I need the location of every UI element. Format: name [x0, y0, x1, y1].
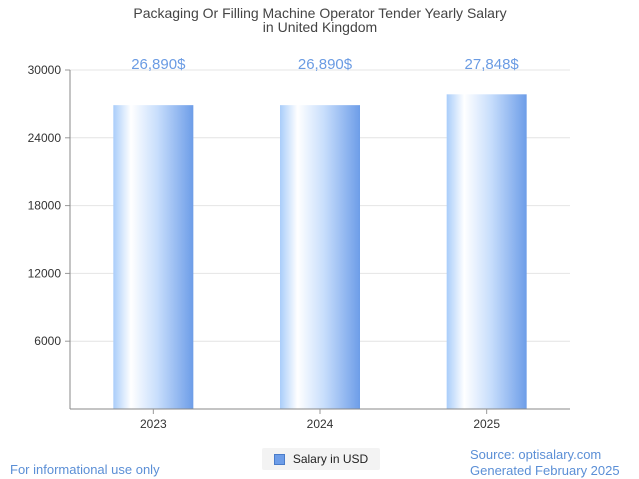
- data-label: 26,890$: [131, 56, 186, 73]
- legend-swatch: [273, 453, 285, 465]
- y-tick-label: 12000: [28, 266, 62, 280]
- y-tick-label: 30000: [28, 63, 62, 77]
- x-tick-label: 2023: [140, 417, 167, 431]
- generated-text: Generated February 2025: [470, 463, 620, 478]
- data-label: 27,848$: [465, 56, 520, 73]
- data-label: 26,890$: [298, 56, 353, 73]
- chart-title-line1: Packaging Or Filling Machine Operator Te…: [133, 5, 506, 21]
- disclaimer-text: For informational use only: [10, 462, 160, 477]
- source-block: Source: optisalary.com Generated Februar…: [470, 447, 620, 479]
- y-tick-label: 24000: [28, 131, 62, 145]
- legend-label: Salary in USD: [292, 452, 369, 466]
- y-tick-label: 18000: [28, 199, 62, 213]
- bar-2023: [113, 105, 194, 409]
- chart-title-line2: in United Kingdom: [263, 19, 377, 35]
- x-tick-label: 2025: [473, 417, 500, 431]
- source-text: Source: optisalary.com: [470, 447, 602, 462]
- y-tick-label: 6000: [34, 334, 61, 348]
- x-tick-label: 2024: [307, 417, 334, 431]
- bar-2025: [446, 94, 527, 409]
- bar-2024: [280, 105, 360, 409]
- chart-legend: Salary in USD: [262, 448, 380, 470]
